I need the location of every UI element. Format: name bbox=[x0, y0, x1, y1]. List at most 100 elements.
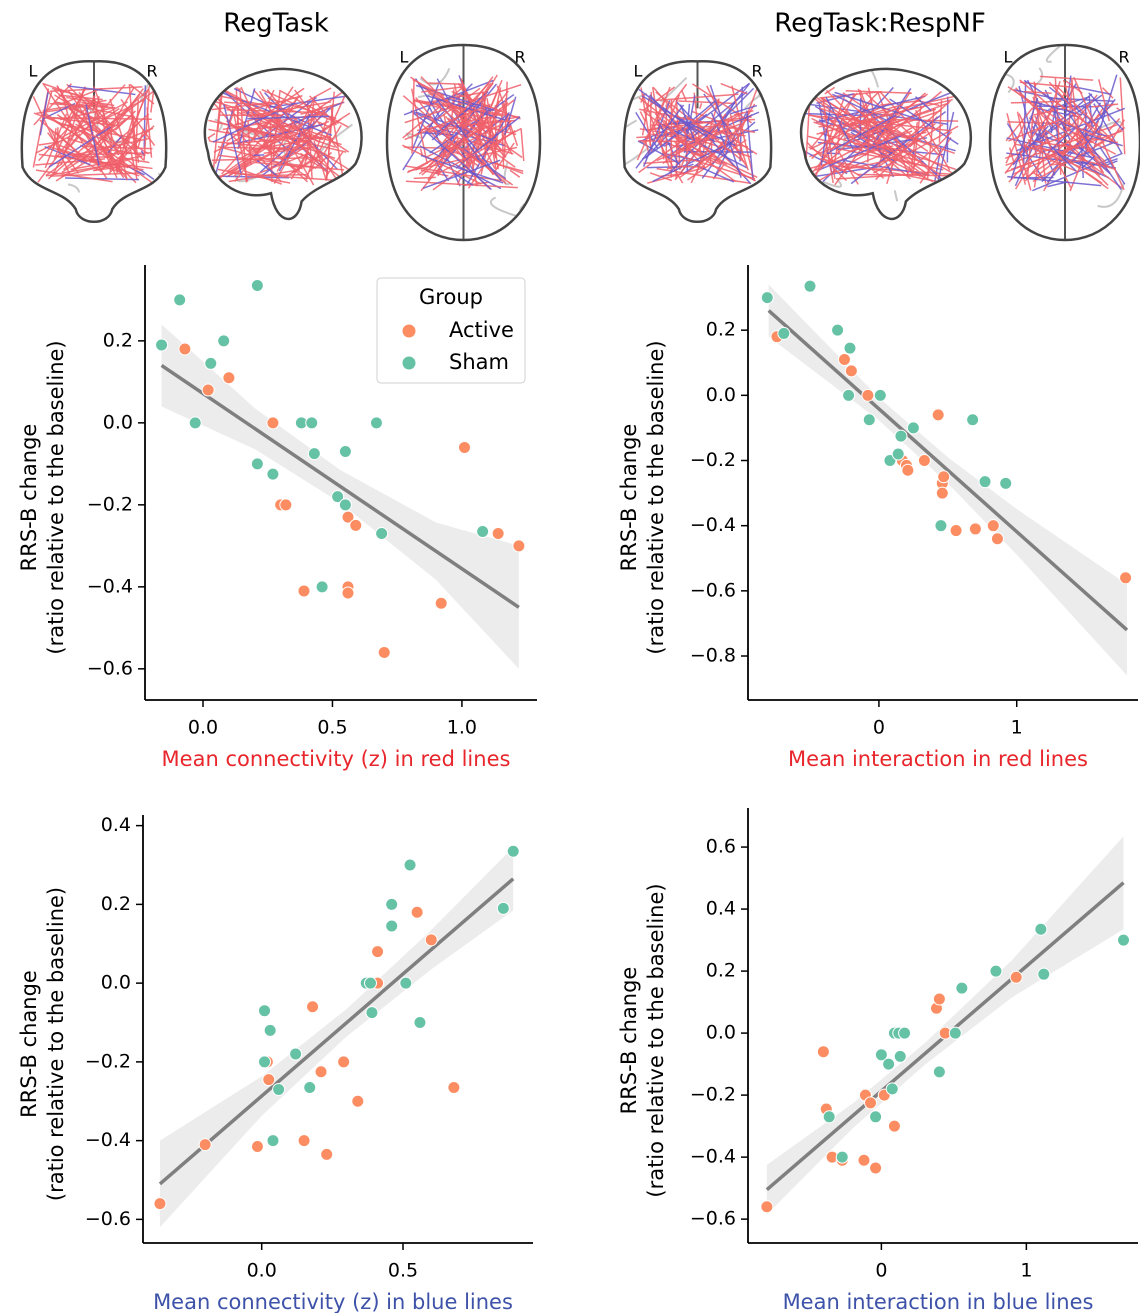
point bbox=[978, 475, 992, 489]
connection-line bbox=[35, 169, 113, 183]
y-axis-label: (ratio relative to the baseline) bbox=[644, 883, 668, 1197]
point bbox=[990, 532, 1004, 546]
y-tick-label: 0.0 bbox=[706, 1022, 736, 1044]
sulcus bbox=[991, 71, 1015, 94]
connection-line bbox=[214, 103, 238, 164]
point bbox=[266, 1134, 280, 1148]
connection-line bbox=[268, 95, 346, 109]
connection-line bbox=[509, 169, 521, 178]
orientation-label: R bbox=[146, 62, 157, 81]
connection-line bbox=[886, 154, 897, 185]
connection-line bbox=[832, 93, 891, 123]
connection-line bbox=[1012, 125, 1049, 166]
connection-line bbox=[638, 88, 698, 134]
point bbox=[365, 1006, 379, 1020]
connection-line bbox=[1101, 102, 1108, 117]
connection-line bbox=[1077, 145, 1111, 175]
y-axis-label: RRS-B change bbox=[17, 424, 41, 572]
connection-line bbox=[81, 101, 105, 108]
brain-outline bbox=[622, 60, 773, 223]
connection-line bbox=[493, 97, 507, 149]
brain-inner bbox=[804, 68, 971, 219]
point bbox=[512, 539, 526, 553]
regression-line bbox=[158, 877, 515, 1186]
connection-line bbox=[1071, 123, 1103, 163]
connection-line bbox=[834, 91, 924, 122]
connection-line bbox=[210, 175, 290, 179]
point bbox=[864, 1096, 878, 1110]
sulcus bbox=[157, 172, 167, 199]
point bbox=[266, 467, 280, 481]
orientation-label: R bbox=[751, 62, 762, 81]
connection-line bbox=[82, 145, 153, 150]
point bbox=[949, 524, 963, 538]
connection-line bbox=[143, 90, 150, 161]
point bbox=[843, 341, 857, 355]
sulcus bbox=[893, 190, 899, 202]
connection-line bbox=[216, 90, 224, 132]
point bbox=[258, 1004, 272, 1018]
connection-line bbox=[652, 140, 735, 183]
connection-line bbox=[821, 96, 942, 176]
connection-line bbox=[44, 113, 68, 169]
y-tick-label: 0.2 bbox=[706, 319, 736, 341]
connection-line bbox=[1027, 139, 1079, 150]
connection-line bbox=[1007, 175, 1102, 187]
point bbox=[894, 429, 908, 443]
connection-line bbox=[926, 107, 935, 180]
x-tick-label: 0.5 bbox=[388, 1260, 418, 1282]
connection-line bbox=[476, 92, 485, 141]
y-tick-label: −0.2 bbox=[690, 1084, 736, 1106]
sulcus bbox=[204, 82, 206, 113]
sulcus bbox=[419, 68, 451, 86]
point bbox=[948, 1026, 962, 1040]
connection-line bbox=[210, 140, 294, 150]
connection-line bbox=[655, 93, 739, 102]
connection-line bbox=[1048, 81, 1097, 135]
connection-line bbox=[1036, 105, 1093, 108]
connection-line bbox=[33, 83, 72, 126]
connection-line bbox=[146, 107, 153, 158]
connection-line bbox=[438, 119, 516, 129]
y-tick-label: −0.6 bbox=[690, 579, 736, 601]
brain-outline bbox=[385, 43, 542, 242]
connection-line bbox=[1014, 160, 1034, 190]
point bbox=[178, 342, 192, 356]
point bbox=[999, 476, 1013, 490]
orientation-label: L bbox=[1004, 48, 1013, 67]
connection-line bbox=[1031, 144, 1116, 171]
sulcus bbox=[821, 179, 842, 188]
connection-line bbox=[1088, 92, 1124, 131]
connection-line bbox=[638, 97, 718, 159]
connection-line bbox=[1039, 75, 1094, 81]
connection-line bbox=[825, 96, 854, 150]
orientation-label: L bbox=[29, 62, 38, 81]
point bbox=[349, 518, 363, 532]
connection-line bbox=[646, 165, 683, 169]
point bbox=[337, 1055, 351, 1069]
connection-line bbox=[723, 121, 730, 153]
connection-line bbox=[54, 131, 88, 162]
connection-line bbox=[885, 131, 942, 182]
point bbox=[887, 1119, 901, 1133]
point bbox=[371, 945, 385, 959]
connection-line bbox=[635, 104, 685, 169]
connection-line bbox=[807, 114, 952, 132]
connection-line bbox=[211, 101, 273, 111]
connection-line bbox=[1081, 155, 1096, 169]
point bbox=[1034, 922, 1048, 936]
orientation-label: R bbox=[1118, 48, 1129, 67]
point bbox=[314, 1065, 328, 1079]
connection-line bbox=[247, 115, 330, 120]
y-tick-label: −0.4 bbox=[690, 514, 736, 536]
point bbox=[364, 976, 377, 990]
connection-line bbox=[1050, 145, 1077, 172]
connection-line bbox=[420, 154, 504, 184]
point bbox=[816, 1045, 830, 1059]
connection-line bbox=[729, 113, 749, 171]
connection-line bbox=[493, 161, 524, 175]
connection-line bbox=[520, 128, 525, 162]
connection-line bbox=[1085, 171, 1103, 184]
x-tick-label: 1 bbox=[1020, 1260, 1032, 1282]
connection-line bbox=[104, 107, 120, 120]
